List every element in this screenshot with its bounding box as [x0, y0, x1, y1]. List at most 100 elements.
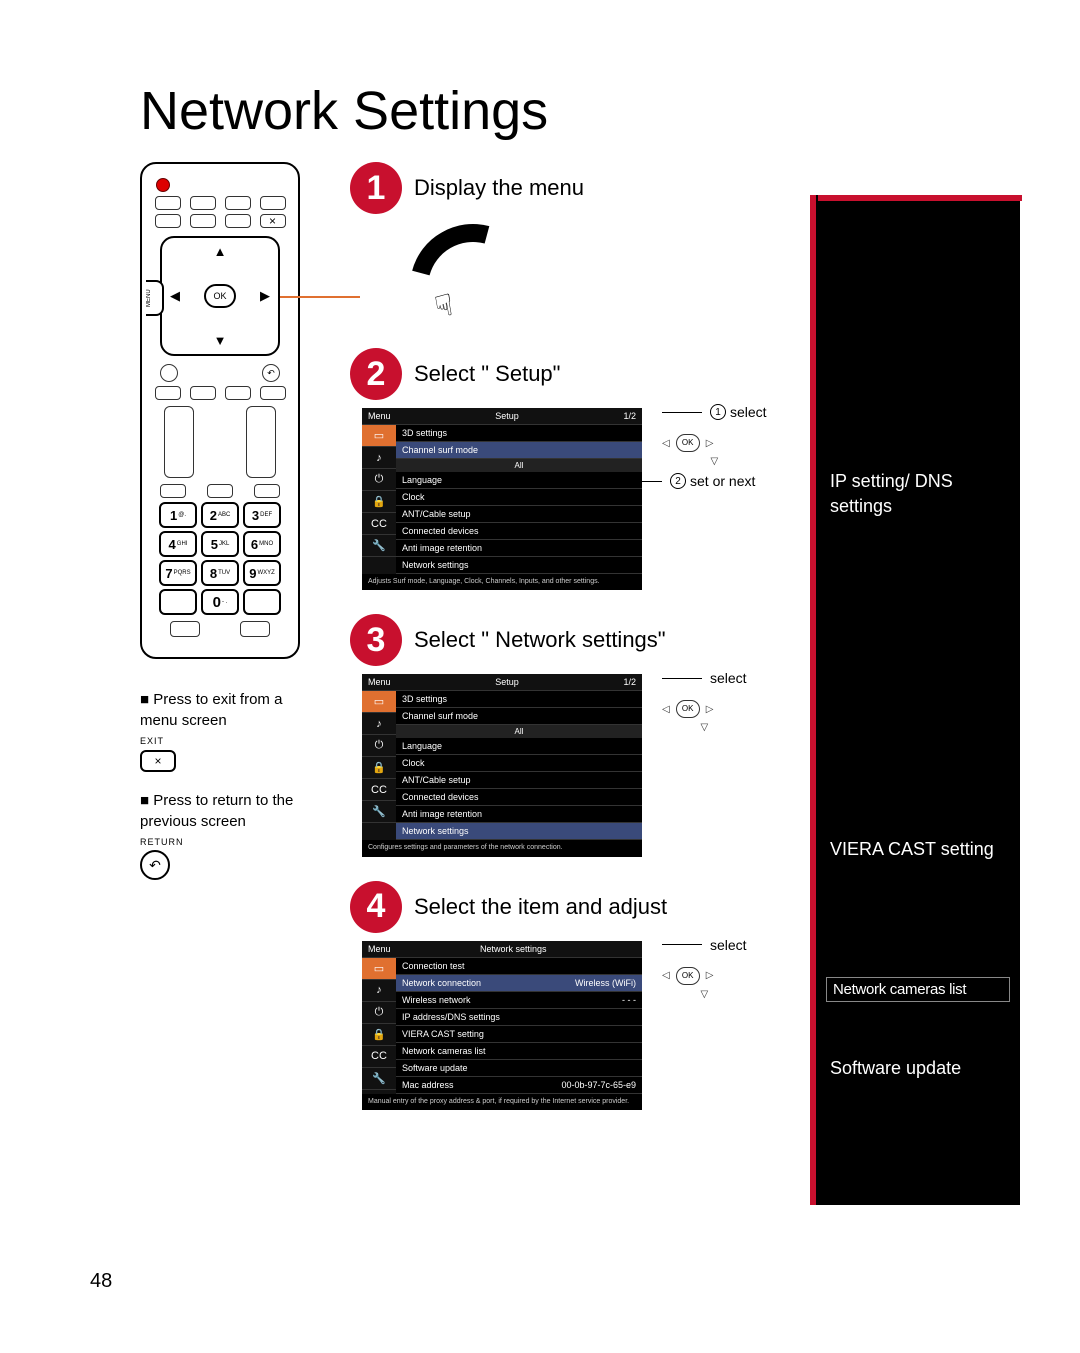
remote-button [155, 214, 181, 228]
menu-row: Connection test [396, 958, 642, 975]
menu-footer: Adjusts Surf mode, Language, Clock, Chan… [362, 574, 642, 590]
menu-category-icon: ♪ [362, 713, 396, 735]
menu-category-icon: ⏻ [362, 735, 396, 757]
menu-tab: MENU [146, 280, 164, 316]
menu-footer: Manual entry of the proxy address & port… [362, 1094, 642, 1110]
select-callout: select [662, 670, 747, 686]
return-note: ■ Press to return to the previous screen… [140, 790, 320, 881]
menu-category-icon: 🔧 [362, 801, 396, 823]
menu-category-icon: ⏻ [362, 1002, 396, 1024]
menu-row: ANT/Cable setup [396, 772, 642, 789]
remote-button [190, 214, 216, 228]
ok-nav: ◁OK▷ [662, 967, 747, 985]
dpad-down-icon: ▼ [214, 333, 227, 348]
menu-category-icon: CC [362, 779, 396, 801]
menu-subvalue: All [396, 459, 642, 472]
remote-circle-button [160, 364, 178, 382]
sidebar-ip-dns: IP setting/ DNS settings [826, 455, 1010, 533]
callout-line [280, 296, 360, 298]
step-title: Select " Network settings" [414, 627, 666, 653]
menu-row: Network cameras list [396, 1043, 642, 1060]
menu-row: Channel surf mode [396, 442, 642, 459]
menu-row: Network settings [396, 557, 642, 574]
numpad-key: 1@. [159, 502, 197, 528]
menu-category-icon: ♪ [362, 447, 396, 469]
menu-head-center: Network settings [480, 944, 547, 954]
step-title: Select " Setup" [414, 361, 560, 387]
menu-row: Wireless network- - - [396, 992, 642, 1009]
ok-nav: ◁OK▷ [662, 434, 767, 452]
menu-head-center: Setup [495, 677, 519, 687]
menu-head-center: Setup [495, 411, 519, 421]
ok-nav: ◁OK▷ [662, 700, 747, 718]
menu-head-left: Menu [368, 411, 391, 421]
remote-button [207, 484, 233, 498]
numpad-key: 9WXYZ [243, 560, 281, 586]
menu-row: VIERA CAST setting [396, 1026, 642, 1043]
step-3: 3 Select " Network settings" Menu Setup 1/… [350, 614, 830, 856]
exit-label: EXIT [140, 735, 320, 748]
dpad-up-icon: ▲ [214, 244, 227, 259]
sidebar-software: Software update [826, 1042, 1010, 1095]
volume-rocker [164, 406, 194, 478]
step-1: 1 Display the menu ☟ [350, 162, 830, 324]
remote-button [155, 196, 181, 210]
set-callout: 2 set or next [622, 473, 767, 489]
step-number: 1 [350, 162, 402, 214]
dpad: MENU OK ▲ ▼ ◀ ▶ [160, 236, 280, 356]
remote-button [155, 386, 181, 400]
menu-row: Network connectionWireless (WiFi) [396, 975, 642, 992]
hand-cursor-icon: ☟ [432, 288, 456, 326]
remote-control: MENU OK ▲ ▼ ◀ ▶ ↶ [140, 162, 300, 659]
step-title: Display the menu [414, 175, 584, 201]
power-led-icon [156, 178, 170, 192]
numpad-key: 7PQRS [159, 560, 197, 586]
numpad: 1@.2ABC3DEF4GHI5JKL6MNO7PQRS8TUV9WXYZ0- … [150, 502, 290, 615]
menu-category-icon: 🔧 [362, 535, 396, 557]
menu-category-icon: 🔒 [362, 491, 396, 513]
menu-row: Network settings [396, 823, 642, 840]
dpad-left-icon: ◀ [170, 288, 180, 304]
menu-row: Language [396, 738, 642, 755]
step-4: 4 Select the item and adjust MenuNetwork… [350, 881, 830, 1110]
numpad-key: 8TUV [201, 560, 239, 586]
menu-subvalue: All [396, 725, 642, 738]
menu-footer: Configures settings and parameters of th… [362, 840, 642, 856]
menu-row: Clock [396, 489, 642, 506]
menu-row: Software update [396, 1060, 642, 1077]
network-menu: MenuNetwork settings▭♪⏻🔒CC🔧Connection te… [362, 941, 642, 1110]
sidebar: IP setting/ DNS settings VIERA CAST sett… [810, 195, 1020, 1205]
remote-button [190, 196, 216, 210]
menu-category-icon: ▭ [362, 958, 396, 980]
remote-button [260, 196, 286, 210]
dpad-right-icon: ▶ [260, 288, 270, 304]
remote-button [225, 386, 251, 400]
step-title: Select the item and adjust [414, 894, 667, 920]
menu-row: Anti image retention [396, 540, 642, 557]
menu-head-left: Menu [368, 677, 391, 687]
menu-category-icon: CC [362, 513, 396, 535]
setup-menu: MenuSetup1/2▭♪⏻🔒CC🔧3D settingsChannel su… [362, 408, 642, 590]
sidebar-viera: VIERA CAST setting [826, 823, 1010, 876]
setup-menu: MenuSetup1/2▭♪⏻🔒CC🔧3D settingsChannel su… [362, 674, 642, 856]
step-number: 3 [350, 614, 402, 666]
menu-row: Mac address00-0b-97-7c-65-e9 [396, 1077, 642, 1094]
numpad-key: 5JKL [201, 531, 239, 557]
select-callout: 1 select [662, 404, 767, 420]
remote-button [170, 621, 200, 637]
menu-category-icon: 🔒 [362, 1024, 396, 1046]
menu-category-icon: 🔧 [362, 1068, 396, 1090]
sidebar-cameras: Network cameras list [826, 977, 1010, 1002]
menu-head-right: 1/2 [623, 677, 636, 687]
ok-button: OK [204, 284, 236, 308]
menu-category-icon: ▭ [362, 425, 396, 447]
menu-category-icon: ⏻ [362, 469, 396, 491]
step-number: 4 [350, 881, 402, 933]
menu-category-icon: CC [362, 1046, 396, 1068]
menu-category-icon: ▭ [362, 691, 396, 713]
menu-row: Channel surf mode [396, 708, 642, 725]
return-button: ↶ [262, 364, 280, 382]
remote-button [225, 196, 251, 210]
sidebar-accent-bar [818, 195, 1022, 201]
remote-button [160, 484, 186, 498]
